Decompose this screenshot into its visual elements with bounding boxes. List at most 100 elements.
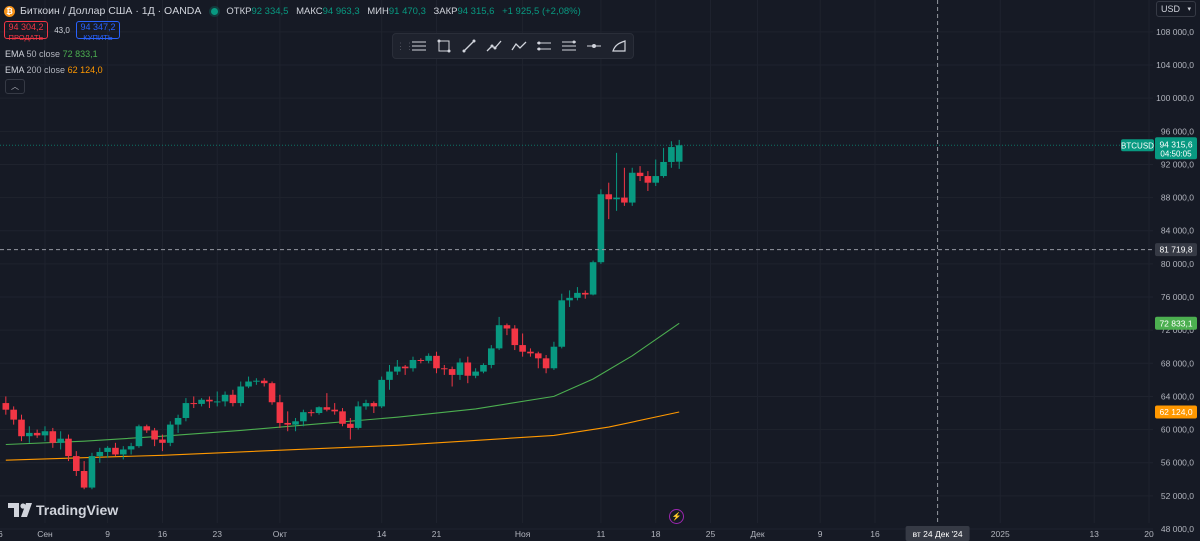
crosshair-price-label-bg [1155,243,1197,257]
price-tick-label: 76 000,0 [1161,292,1194,302]
candle [2,396,10,415]
polyline-icon[interactable] [506,35,531,57]
buy-button[interactable]: 94 347,2 КУПИТЬ [76,21,120,42]
tradingview-logo[interactable]: TradingView [8,502,118,518]
candle [198,398,205,407]
candle-body [166,424,174,443]
candle [276,394,284,428]
price-tick-label: 80 000,0 [1161,259,1194,269]
candle [394,359,401,375]
time-tick-label: 2025 [991,529,1010,539]
candle [49,427,57,448]
price-tick-label: 108 000,0 [1156,27,1194,37]
candle [503,323,511,336]
trend-line-icon[interactable] [456,35,481,57]
time-tick-label: Дек [750,529,764,539]
ema-200-params: 200 close [26,65,66,75]
collapse-legend-button[interactable]: ︿ [5,79,25,94]
bitcoin-icon: ₿ [4,5,15,17]
time-axis: 26 Сен 9 16 23 Окт 14 21 Ноя 11 18 25 Дек 9 16 2025 13 20 [0,529,1154,539]
rectangle-icon[interactable] [431,35,456,57]
candle-body [268,383,276,403]
ema-50-price-label: 72 833,1 [1159,318,1192,328]
candle-body [534,353,542,359]
candle [182,398,190,422]
chevron-up-icon: ︿ [11,82,19,91]
crosshair-price-label: 81 719,8 [1159,245,1192,255]
candle-body [605,194,613,200]
parallel-channel-icon[interactable] [406,35,431,57]
candle [495,316,503,351]
candle [206,396,213,409]
fib-retracement-icon[interactable] [556,35,581,57]
lightning-icon[interactable]: ⚡ [669,509,684,524]
buy-price: 94 347,2 [80,22,116,32]
candle-body [198,399,205,404]
price-tick-label: 48 000,0 [1161,524,1194,534]
candle-body [292,421,299,425]
candle-body [33,432,41,436]
path-icon[interactable] [481,35,506,57]
candle-body [417,359,425,361]
time-tick-label: 18 [651,529,661,539]
candle-body [174,417,182,425]
horizontal-line-icon[interactable] [581,35,606,57]
symbol-tag-bg [1121,139,1154,152]
candle [425,353,432,364]
time-tick-label: 16 [870,529,880,539]
ema-50-legend[interactable]: EMA 50 close 72 833,1 [5,49,98,59]
candle [104,446,111,458]
time-tick-label: 13 [1089,529,1099,539]
candle [174,414,182,433]
candle-body [88,456,96,488]
candle [613,152,620,211]
ohlc-readout: ОТКР92 334,5 МАКС94 963,3 МИН91 470,3 ЗА… [226,6,585,17]
candle-body [636,172,644,177]
drag-handle-icon[interactable]: ⋮⋮ [396,40,414,51]
candle [112,442,119,457]
market-status-icon[interactable] [211,7,219,15]
price-tick-label: 100 000,0 [1156,93,1194,103]
candle [362,399,370,410]
ema-50-value: 72 833,1 [62,49,98,59]
candle-body [159,439,166,443]
candle-body [73,456,80,472]
candle-body [464,362,472,376]
currency-value: USD [1161,4,1181,14]
candle-body [613,197,620,200]
candle-body [527,351,534,354]
brush-icon[interactable] [606,35,631,57]
candle-body [558,300,566,347]
sell-button[interactable]: 94 304,2 ПРОДАТЬ [4,21,48,42]
ema-200-legend[interactable]: EMA 200 close 62 124,0 [5,65,103,75]
close-label: ЗАКР [433,5,458,17]
sell-price: 94 304,2 [8,22,44,32]
candle [566,290,573,307]
candle [401,364,409,375]
candle [487,345,495,369]
candle-body [574,292,581,298]
candle [151,427,158,447]
currency-selector[interactable]: USD ▾ [1156,1,1196,17]
candle-body [182,403,190,418]
candle [668,141,675,168]
open-value: 92 334,5 [251,5,289,17]
horizontal-ray-icon[interactable] [531,35,556,57]
candle [57,431,64,450]
symbol-title[interactable]: Биткоин / Доллар США · 1Д · OANDA [20,5,202,17]
ema-200-value: 62 124,0 [67,65,103,75]
candle-body [229,394,237,404]
candle-body [511,328,519,346]
candle-body [315,407,323,414]
sell-label: ПРОДАТЬ [8,33,44,42]
candle [550,341,558,370]
candle [300,409,307,427]
candle [18,414,25,442]
candle-body [276,402,284,423]
candle [558,293,566,349]
candle-body [378,379,385,407]
candle-body [253,380,260,382]
candle-body [519,345,526,352]
